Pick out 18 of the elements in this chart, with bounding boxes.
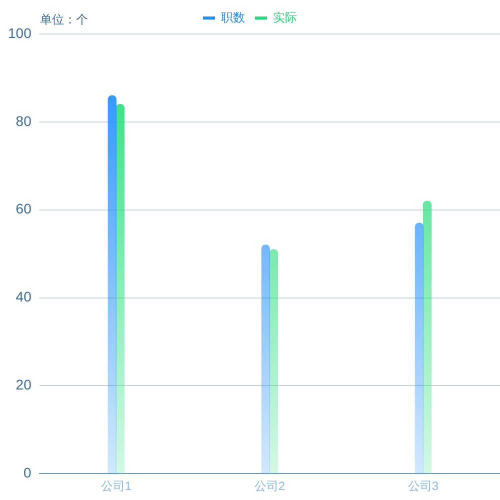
y-tick-label: 0 — [24, 464, 32, 480]
x-tick-label: 公司3 — [408, 479, 439, 494]
bar — [414, 222, 424, 474]
y-axis-title: 单位：个 — [40, 12, 88, 26]
bar — [422, 200, 432, 474]
y-tick-label: 40 — [16, 288, 32, 305]
bar — [269, 249, 278, 474]
y-tick-label: 100 — [8, 24, 32, 41]
y-tick-label: 60 — [16, 200, 32, 217]
y-tick-label: 80 — [16, 112, 32, 129]
legend-label: 职数 — [221, 10, 245, 24]
x-tick-label: 公司2 — [254, 479, 286, 494]
x-tick-label: 公司1 — [100, 479, 132, 494]
legend-label: 实际 — [273, 10, 297, 24]
y-tick-label: 20 — [16, 376, 32, 393]
bar — [108, 95, 116, 474]
bar — [261, 244, 270, 474]
bar — [116, 104, 124, 474]
